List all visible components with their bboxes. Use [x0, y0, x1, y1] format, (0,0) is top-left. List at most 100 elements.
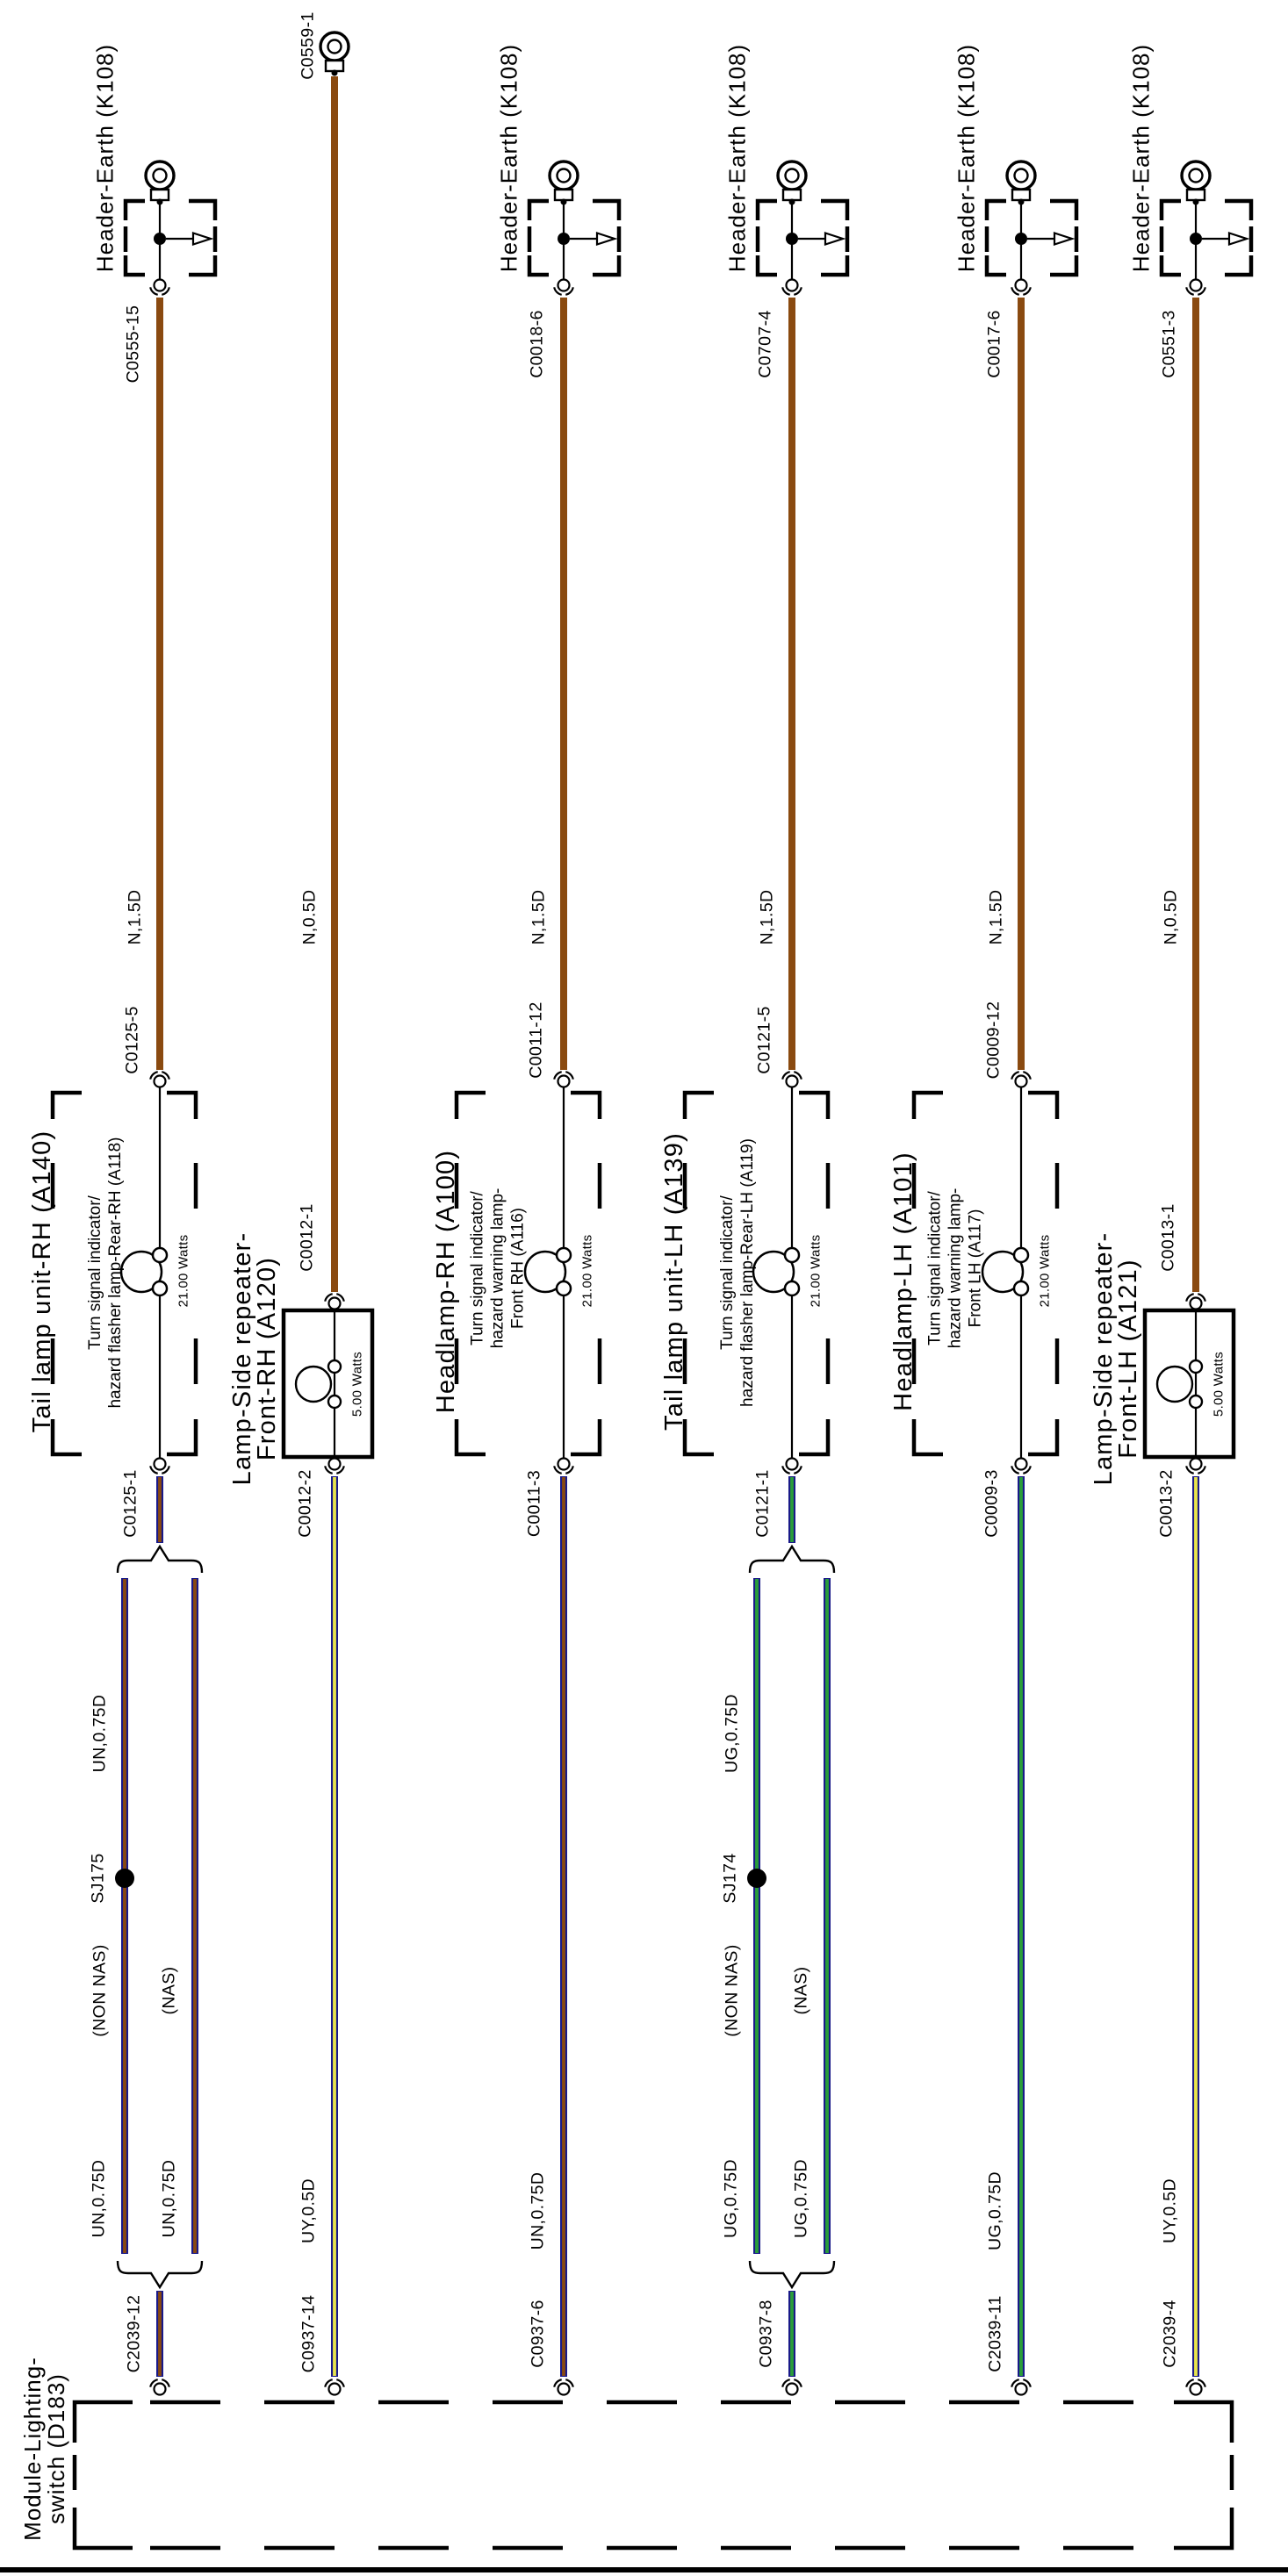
col5-headlamp-lh-earth-connector-arc: [1011, 286, 1020, 296]
col5-headlamp-lh-earth-ring-terminal-icon-inner: [1013, 168, 1029, 183]
col6-lamp-side-repeater-front-lh-component-bottom-connector-arc: [1185, 1465, 1195, 1475]
col3-headlamp-rh-component-box-corner: [571, 1419, 602, 1457]
col6-lamp-side-repeater-front-lh-component-top-connector: [1189, 1296, 1203, 1310]
col5-headlamp-lh-component-box-corner: [911, 1419, 943, 1457]
col4-tail-lamp-unit-lh-module-connector-label: C0937-8: [756, 2300, 776, 2368]
col1-tail-lamp-unit-rh-left-variant-tag: (NON NAS): [90, 1944, 110, 2037]
col1-tail-lamp-unit-rh-wire-label: UN,0.75D: [90, 1694, 110, 1773]
col1-tail-lamp-unit-rh-component-box-corner: [167, 1419, 198, 1457]
col6-lamp-side-repeater-front-lh-earth-connector: [1189, 278, 1203, 292]
col6-lamp-side-repeater-front-lh-bulb-icon: [1155, 1365, 1194, 1403]
col1-tail-lamp-unit-rh-module-connector: [153, 2382, 167, 2396]
col1-tail-lamp-unit-rh-splice-point: [115, 1869, 134, 1888]
page-bottom-border: [0, 2567, 1288, 2572]
col5-headlamp-lh-component-bottom-connector-arc: [1011, 1465, 1020, 1475]
col1-tail-lamp-unit-rh-component-bottom-connector-arc: [161, 1465, 170, 1475]
col5-headlamp-lh-component-box-corner: [1028, 1419, 1060, 1457]
col3-headlamp-rh-component-box-corner: [454, 1419, 486, 1457]
col3-headlamp-rh-component-top-connector: [557, 1074, 571, 1088]
col4-tail-lamp-unit-lh-component-top-connector-label: C0121-5: [754, 1006, 774, 1074]
col6-lamp-side-repeater-front-lh-feed-wire-label: N,0.5D: [1161, 889, 1181, 945]
col3-headlamp-rh-feed-wire-label: N,1.5D: [529, 889, 549, 945]
col5-headlamp-lh-bulb-terminal: [1012, 1246, 1030, 1264]
col3-headlamp-rh-earth-bracket: [593, 255, 622, 277]
col1-tail-lamp-unit-rh-component-top-connector-arc: [149, 1071, 159, 1080]
col5-headlamp-lh-feed-wire-label: N,1.5D: [986, 889, 1006, 945]
col2-lamp-side-repeater-front-rh-top-ring-terminal-icon-inner: [327, 39, 342, 54]
col5-headlamp-lh-earth-bracket: [984, 198, 1006, 220]
col1-tail-lamp-unit-rh-component-bottom-connector-arc: [149, 1465, 159, 1475]
col4-tail-lamp-unit-lh-bulb-icon: [752, 1250, 795, 1294]
col1-tail-lamp-unit-rh-earth-connector-label: C0555-15: [123, 305, 143, 384]
col5-headlamp-lh-earth-ring-terminal-icon-crimp: [1011, 188, 1032, 202]
col1-tail-lamp-unit-rh-bulb-icon: [119, 1250, 163, 1294]
col1-tail-lamp-unit-rh-wire-label: UN,0.75D: [159, 2159, 179, 2238]
col4-tail-lamp-unit-lh-earth-ring-terminal-icon-crimp: [781, 188, 802, 202]
col2-lamp-side-repeater-front-rh-module-connector-arc: [335, 2379, 345, 2388]
col4-tail-lamp-unit-lh-component-top-connector-arc: [793, 1071, 802, 1080]
col3-headlamp-rh-bulb-terminal: [555, 1280, 572, 1297]
col5-headlamp-lh-earth-bracket: [984, 255, 1006, 277]
col6-lamp-side-repeater-front-lh-earth-ring-terminal-icon-inner: [1188, 168, 1204, 183]
col5-headlamp-lh-earth-junction-dot: [1015, 233, 1027, 245]
col5-headlamp-lh-earth-connector-label: C0017-6: [984, 310, 1004, 378]
col1-tail-lamp-unit-rh-component-box-corner: [50, 1419, 82, 1457]
col4-tail-lamp-unit-lh-component-box-corner: [799, 1090, 831, 1119]
col2-lamp-side-repeater-front-rh-module-connector-arc: [324, 2379, 334, 2388]
col4-tail-lamp-unit-lh-feed-wire-label: N,1.5D: [757, 889, 777, 945]
col5-headlamp-lh-component-box-corner: [1028, 1090, 1060, 1119]
col6-lamp-side-repeater-front-lh-earth-earth-arrow-icon: [1227, 231, 1250, 247]
col2-lamp-side-repeater-front-rh-component-bottom-connector-arc: [324, 1465, 334, 1475]
col1-tail-lamp-unit-rh-component-top-connector-arc: [161, 1071, 170, 1080]
col6-lamp-side-repeater-front-lh-header-earth-title: Header-Earth (K108): [1127, 43, 1155, 273]
col1-tail-lamp-unit-rh-earth-ring-terminal-icon-inner: [152, 168, 168, 183]
col1-tail-lamp-unit-rh-earth-bracket: [123, 255, 145, 277]
col2-lamp-side-repeater-front-rh-top-ring-terminal-icon-crimp: [324, 59, 345, 73]
col4-tail-lamp-unit-lh-component-bottom-connector: [785, 1457, 799, 1471]
col3-headlamp-rh-component-sublabel: Turn signal indicator/ hazard warning la…: [468, 1188, 528, 1349]
col4-tail-lamp-unit-lh-wire-label: UG,0.75D: [791, 2159, 811, 2238]
col6-lamp-side-repeater-front-lh-earth-junction-dot: [1190, 233, 1202, 245]
col4-tail-lamp-unit-lh-component-top-connector-arc: [781, 1071, 791, 1080]
col2-lamp-side-repeater-front-rh-component-top-connector-arc: [324, 1293, 334, 1302]
col4-tail-lamp-unit-lh-earth-connector: [785, 278, 799, 292]
col6-lamp-side-repeater-front-lh-component-top-connector-arc: [1185, 1293, 1195, 1302]
col6-lamp-side-repeater-front-lh-earth-connector-label: C0551-3: [1159, 310, 1179, 378]
col1-tail-lamp-unit-rh-component-bottom-connector: [153, 1457, 167, 1471]
col3-headlamp-rh-earth-bracket: [527, 198, 549, 220]
col1-tail-lamp-unit-rh-split-brace: [116, 1544, 204, 1574]
col4-tail-lamp-unit-lh-split-brace: [748, 1544, 836, 1574]
col1-tail-lamp-unit-rh-watts-label: 21.00 Watts: [176, 1234, 191, 1308]
col4-tail-lamp-unit-lh-merge-brace: [748, 2260, 836, 2290]
col4-tail-lamp-unit-lh-component-bottom-connector-arc: [793, 1465, 802, 1475]
col5-headlamp-lh-module-connector: [1014, 2382, 1028, 2396]
col1-tail-lamp-unit-rh-splice-label: SJ175: [88, 1853, 108, 1904]
col3-headlamp-rh-watts-label: 21.00 Watts: [579, 1234, 595, 1308]
col6-lamp-side-repeater-front-lh-earth-bracket: [1159, 255, 1181, 277]
col6-lamp-side-repeater-front-lh-module-connector-arc: [1197, 2379, 1206, 2388]
col1-tail-lamp-unit-rh-earth-bracket: [189, 198, 218, 220]
col6-lamp-side-repeater-front-lh-bulb-terminal: [1188, 1394, 1204, 1410]
col5-headlamp-lh-component-title: Headlamp-LH (A101): [889, 1152, 917, 1411]
col1-tail-lamp-unit-rh-component-box-corner: [50, 1090, 82, 1119]
col5-headlamp-lh-component-top-connector: [1014, 1074, 1028, 1088]
col4-tail-lamp-unit-lh-component-sublabel: Turn signal indicator/ hazard flasher la…: [718, 1138, 757, 1407]
col3-headlamp-rh-earth-junction-dot: [558, 233, 570, 245]
col1-tail-lamp-unit-rh-earth-bracket: [189, 255, 218, 277]
col6-lamp-side-repeater-front-lh-watts-label: 5.00 Watts: [1211, 1351, 1227, 1417]
col5-headlamp-lh-component-box-corner: [911, 1090, 943, 1119]
col6-lamp-side-repeater-front-lh-component-top-connector-label: C0013-1: [1158, 1203, 1178, 1272]
col3-headlamp-rh-component-bottom-connector-arc: [553, 1465, 563, 1475]
col2-lamp-side-repeater-front-rh-component-bottom-connector: [327, 1457, 342, 1471]
col4-tail-lamp-unit-lh-earth-connector-arc: [793, 286, 802, 296]
col4-tail-lamp-unit-lh-wire-label: UG,0.75D: [721, 2159, 741, 2238]
module-box-corner: [1174, 2508, 1234, 2551]
col1-tail-lamp-unit-rh-component-bottom-connector-label: C0125-1: [120, 1469, 140, 1538]
col6-lamp-side-repeater-front-lh-component-top-connector-arc: [1197, 1293, 1206, 1302]
col1-tail-lamp-unit-rh-module-connector-arc: [149, 2379, 159, 2388]
col2-lamp-side-repeater-front-rh-watts-label: 5.00 Watts: [349, 1351, 365, 1417]
col1-tail-lamp-unit-rh-bulb-terminal: [151, 1280, 169, 1297]
col3-headlamp-rh-earth-connector-arc: [565, 286, 574, 296]
